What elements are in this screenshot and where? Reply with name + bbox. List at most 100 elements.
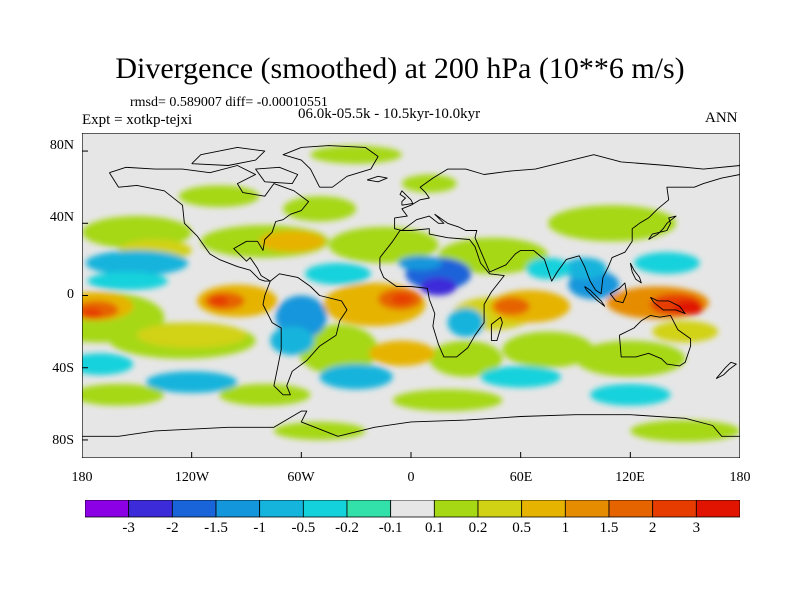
y-tick-label: 40N xyxy=(49,210,74,225)
field-contour xyxy=(480,365,561,388)
coastline-philippines xyxy=(629,262,642,284)
field-contour xyxy=(548,205,677,242)
colorbar-swatch xyxy=(608,500,654,518)
field-contour xyxy=(328,226,439,263)
field-contour xyxy=(304,263,371,285)
colorbar-label: 3 xyxy=(692,520,701,536)
plot-title: Divergence (smoothed) at 200 hPa (10**6 … xyxy=(115,52,685,85)
colorbar-swatch xyxy=(521,500,566,518)
field-contour xyxy=(136,322,247,348)
field-contour xyxy=(630,420,740,442)
x-tick-label: 0 xyxy=(407,470,415,485)
coastline-greenland xyxy=(282,145,379,188)
x-tick-label: 180 xyxy=(71,470,93,485)
colorbar-swatch xyxy=(85,500,130,518)
colorbar-label: -1 xyxy=(253,520,266,536)
field-contour xyxy=(429,340,503,377)
season-text: ANN xyxy=(705,110,738,126)
field-contour xyxy=(82,308,103,319)
field-contour xyxy=(87,272,168,291)
coastline-arctic-islands xyxy=(191,146,266,166)
field-contour xyxy=(390,293,413,305)
field-contour xyxy=(526,257,571,280)
colorbar-swatch xyxy=(128,500,173,518)
coastline-south-america xyxy=(262,273,348,396)
field-contour xyxy=(502,331,594,368)
y-tick-label: 40S xyxy=(52,361,74,376)
coastline-sumatra xyxy=(584,286,606,307)
divergence-map xyxy=(82,133,740,458)
stats-text: rmsd= 0.589007 diff= -0.00010551 xyxy=(130,95,328,110)
y-tick-label: 80N xyxy=(49,138,74,153)
field-contour xyxy=(447,308,485,338)
field-contour xyxy=(319,364,393,390)
x-tick-label: 60W xyxy=(287,470,315,485)
coastline-baffin xyxy=(255,166,299,185)
x-tick-label: 120W xyxy=(174,470,210,485)
field-contour xyxy=(575,340,686,377)
colorbar-label: 0.5 xyxy=(512,520,532,536)
y-tick-label: 80S xyxy=(52,433,74,448)
coastline-britain xyxy=(399,190,414,206)
field-contour xyxy=(562,257,607,280)
field-contour xyxy=(273,421,366,440)
colorbar-swatch xyxy=(477,500,523,518)
period-text: 06.0k-05.5k - 10.5kyr-10.0kyr xyxy=(298,106,481,122)
field-contour xyxy=(368,340,435,366)
field-contour xyxy=(398,255,443,271)
field-contour xyxy=(310,145,402,164)
field-contour xyxy=(493,297,530,316)
field-contour xyxy=(145,371,238,393)
field-contour xyxy=(219,383,311,406)
field-contour xyxy=(590,383,671,406)
field-contour xyxy=(270,326,315,356)
x-tick-label: 120E xyxy=(615,470,645,485)
field-contour xyxy=(674,300,704,316)
colorbar-swatch xyxy=(695,500,740,518)
coastline-eurasia xyxy=(394,154,740,295)
colorbar-label: 0.2 xyxy=(468,520,488,536)
colorbar-swatch xyxy=(433,500,479,518)
field-contour xyxy=(259,230,326,253)
colorbar-swatch xyxy=(259,500,304,518)
colorbar-label: -0.1 xyxy=(378,520,403,536)
colorbar-swatch xyxy=(390,500,435,518)
field-contour xyxy=(178,185,260,208)
colorbar-label: 0.1 xyxy=(424,520,444,536)
field-contour xyxy=(85,250,189,276)
x-tick-label: 180 xyxy=(729,470,751,485)
field-contour xyxy=(401,174,457,193)
field-contour xyxy=(633,252,700,274)
coastline-antarctica xyxy=(82,410,740,437)
coastline-north-america xyxy=(109,165,310,282)
colorbar xyxy=(85,500,740,518)
coastline-australia xyxy=(618,314,692,367)
field-contour xyxy=(82,353,134,375)
colorbar-label: -2 xyxy=(166,520,179,536)
colorbar-label: -1.5 xyxy=(204,520,228,536)
coastline-iceland xyxy=(366,175,388,183)
coastline-japan xyxy=(648,215,677,240)
colorbar-label: -0.2 xyxy=(335,520,359,536)
field-contour xyxy=(438,237,549,274)
field-contour xyxy=(652,320,719,343)
colorbar-swatch xyxy=(652,500,697,518)
coastline-new-guinea xyxy=(650,296,686,315)
coastline-borneo xyxy=(609,282,628,304)
coastline-madagascar xyxy=(490,316,503,342)
colorbar-swatch xyxy=(215,500,261,518)
experiment-text: Expt = xotkp-tejxi xyxy=(82,112,193,128)
field-contour xyxy=(283,196,357,222)
colorbar-swatch xyxy=(346,500,392,518)
field-contour xyxy=(209,295,229,307)
x-tick-label: 60E xyxy=(509,470,533,485)
colorbar-label: 1.5 xyxy=(599,520,619,536)
colorbar-label: -0.5 xyxy=(291,520,316,536)
field-contour xyxy=(297,324,379,375)
colorbar-swatch xyxy=(171,500,217,518)
colorbar-label: 2 xyxy=(648,520,657,536)
colorbar-label: -3 xyxy=(122,520,135,536)
field-contour xyxy=(392,389,503,412)
coastline-africa xyxy=(379,228,505,358)
colorbar-swatch xyxy=(302,500,348,518)
